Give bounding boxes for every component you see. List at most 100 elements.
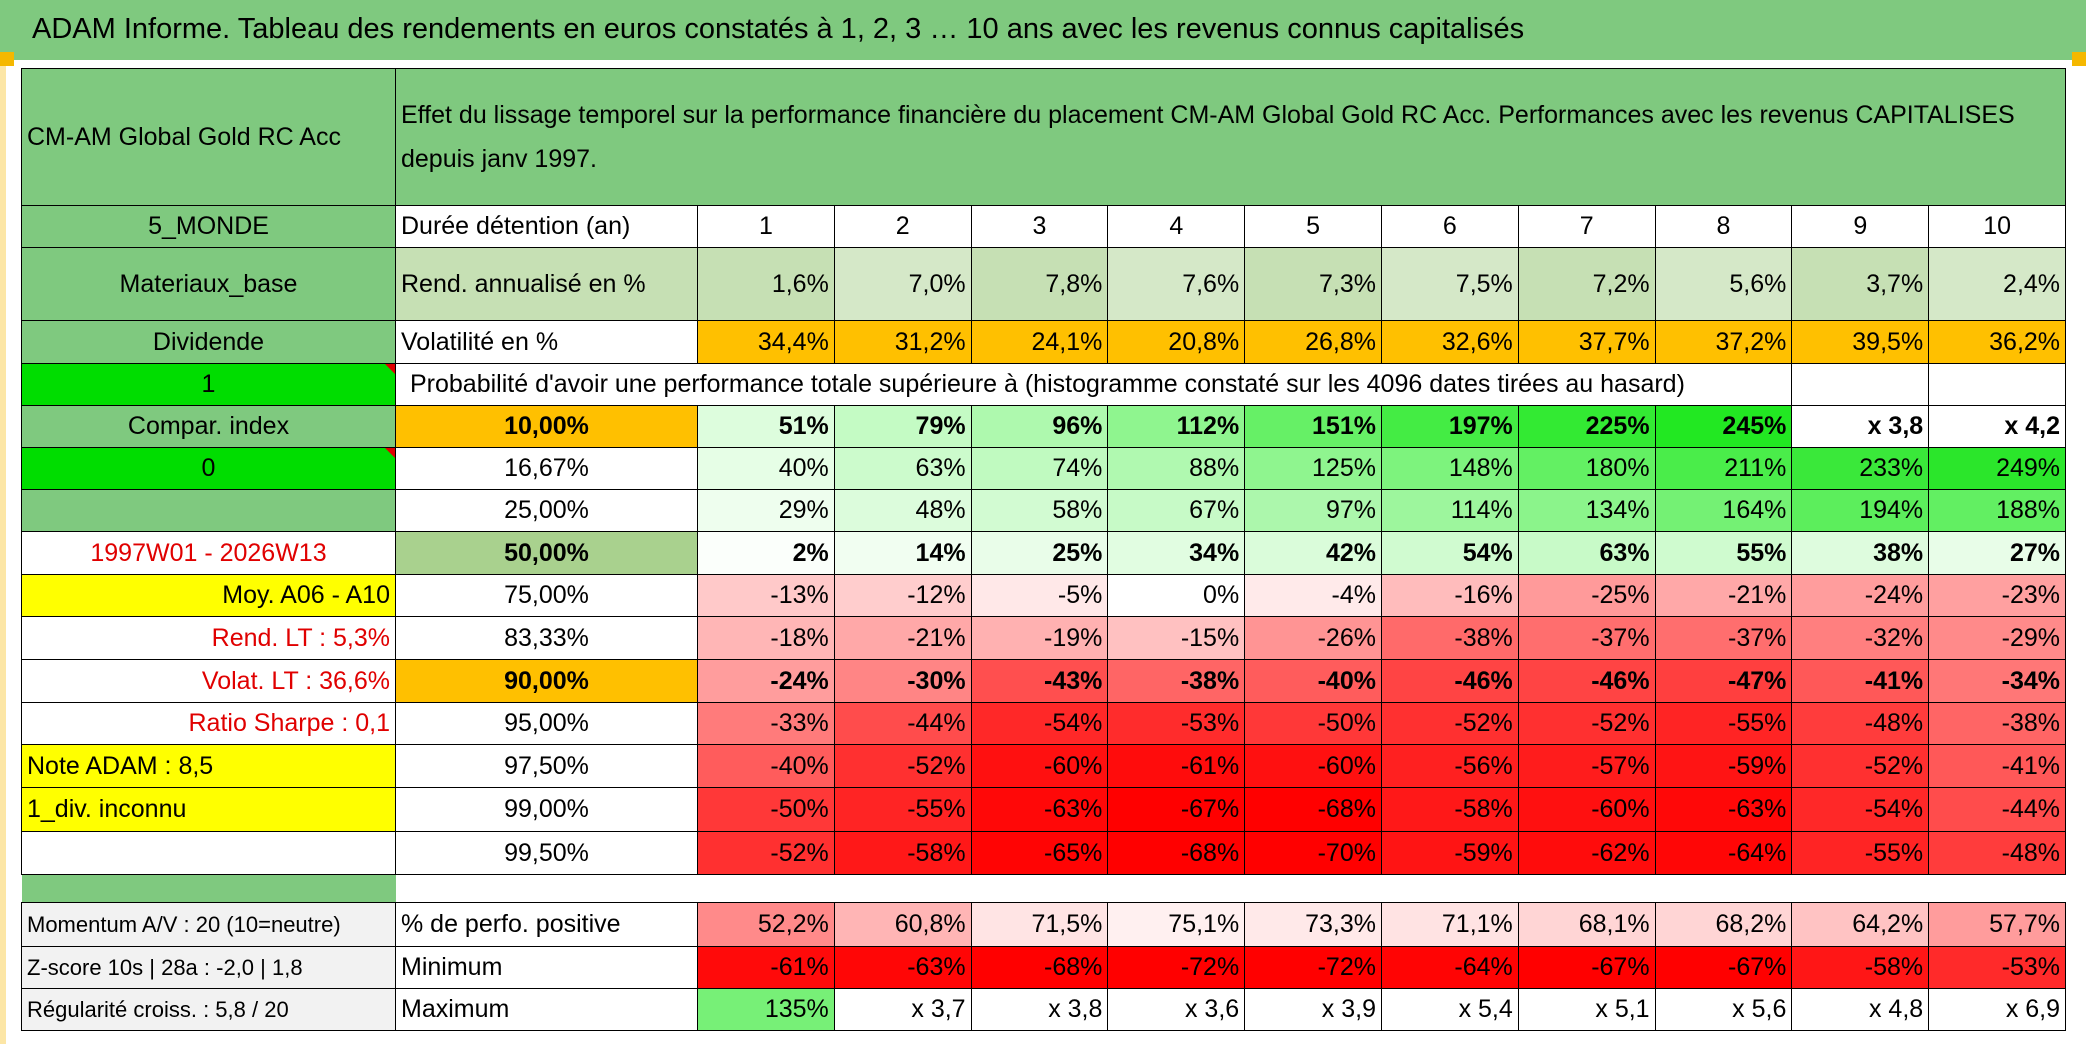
return-value: 2,4% [1928, 247, 2067, 321]
quantile-value: -55% [833, 787, 972, 832]
volatility-label: Volatilité en % [395, 320, 698, 364]
minimum-value: -67% [1654, 946, 1793, 989]
quantile-value: 96% [970, 405, 1109, 448]
return-row: Materiaux_base Rend. annualisé en % 1,6%… [21, 247, 2067, 321]
frame-corner-top-left [0, 52, 14, 66]
quantile-value: 97% [1244, 489, 1382, 532]
quantile-value: 14% [833, 531, 972, 575]
spacer-cell [1245, 875, 1382, 903]
quantile-value: -67% [1107, 787, 1246, 832]
spacer-cell [1792, 875, 1929, 903]
volatility-value: 31,2% [833, 320, 972, 364]
quantile-value: -29% [1928, 616, 2067, 660]
quantile-value: -26% [1244, 616, 1382, 660]
quantile-value: -38% [1928, 702, 2067, 745]
quantile-value: 134% [1517, 489, 1656, 532]
quantile-label: 25,00% [395, 489, 698, 532]
quantile-value: x 3,8 [1791, 405, 1930, 448]
quantile-label: 50,00% [395, 531, 698, 575]
quantile-value: 51% [697, 405, 835, 448]
maximum-value: x 5,4 [1380, 988, 1519, 1031]
quantile-label: 90,00% [395, 659, 698, 703]
spacer-cell [698, 875, 835, 903]
maximum-value: x 5,1 [1517, 988, 1656, 1031]
volatility-value: 37,2% [1654, 320, 1793, 364]
long-term-volatility: Volat. LT : 36,6% [21, 659, 396, 703]
quantile-value: -63% [970, 787, 1109, 832]
quantile-value: -4% [1244, 574, 1382, 617]
quantile-value: -5% [970, 574, 1109, 617]
minimum-value: -63% [833, 946, 972, 989]
quantile-value: 164% [1654, 489, 1793, 532]
quantile-value: -70% [1244, 831, 1382, 875]
quantile-row: 99,50% -52% -58% -65% -68% -70% -59% -62% -64% -5… [21, 831, 2067, 875]
fund-name: CM-AM Global Gold RC Acc [21, 68, 396, 206]
minimum-value: -64% [1380, 946, 1519, 989]
return-value: 3,7% [1791, 247, 1930, 321]
quantile-value: -24% [697, 659, 835, 703]
quantile-value: -41% [1791, 659, 1930, 703]
maximum-label: Maximum [395, 988, 698, 1031]
quantile-row: 1_div. inconnu 99,00% -50% -55% -63% -67% -68%… [21, 787, 2067, 832]
positive-rate-value: 57,7% [1928, 902, 2067, 947]
quantile-label: 99,00% [395, 787, 698, 832]
maximum-value: x 5,6 [1654, 988, 1793, 1031]
table-description: Effet du lissage temporel sur la perform… [394, 68, 2067, 206]
quantile-value: -52% [697, 831, 835, 875]
positive-rate-value: 52,2% [697, 902, 835, 947]
maximum-value: x 6,9 [1928, 988, 2067, 1031]
quantile-value: 194% [1791, 489, 1930, 532]
maximum-side-info: Régularité croiss. : 5,8 / 20 [21, 988, 396, 1031]
quantile-value: -30% [833, 659, 972, 703]
year-header: 2 [833, 205, 972, 248]
quantile-value: -59% [1654, 744, 1793, 788]
volatility-value: 24,1% [970, 320, 1109, 364]
compare-index-label: Compar. index [21, 405, 396, 448]
maximum-row: Régularité croiss. : 5,8 / 20 Maximum 135%… [21, 988, 2067, 1031]
minimum-value: -68% [970, 946, 1109, 989]
positive-rate-value: 71,5% [970, 902, 1109, 947]
quantile-value: 2% [697, 531, 835, 575]
year-header: 3 [970, 205, 1109, 248]
flag-indicator-2: 0 [21, 447, 396, 490]
quantile-value: 27% [1928, 531, 2067, 575]
quantile-value: -60% [970, 744, 1109, 788]
adam-score: Note ADAM : 8,5 [21, 744, 396, 788]
quantile-value: -52% [833, 744, 972, 788]
quantile-value: -54% [970, 702, 1109, 745]
quantile-value: -52% [1791, 744, 1930, 788]
quantile-value: -12% [833, 574, 972, 617]
quantile-row: 25,00% 29% 48% 58% 67% 97% 114% 134% 164% 194% 188… [21, 489, 2067, 532]
quantile-value: -37% [1654, 616, 1793, 660]
quantile-value: -55% [1654, 702, 1793, 745]
spacer-green-cell [21, 874, 396, 903]
duration-label: Durée détention (an) [395, 205, 698, 248]
quantile-value: -54% [1791, 787, 1930, 832]
quantile-row: Moy. A06 - A10 75,00% -13% -12% -5% 0% -4% -16%… [21, 574, 2067, 617]
maximum-value: x 3,6 [1107, 988, 1246, 1031]
quantile-value: 34% [1107, 531, 1246, 575]
quantile-value: 38% [1791, 531, 1930, 575]
quantile-label: 99,50% [395, 831, 698, 875]
quantile-value: -52% [1517, 702, 1656, 745]
quantile-row: Ratio Sharpe : 0,1 95,00% -33% -44% -54% -53%… [21, 702, 2067, 745]
positive-rate-value: 60,8% [833, 902, 972, 947]
quantile-value: 63% [1517, 531, 1656, 575]
return-value: 7,2% [1517, 247, 1656, 321]
quantile-row: Rend. LT : 5,3% 83,33% -18% -21% -19% -15% -26… [21, 616, 2067, 660]
spacer-cell [1108, 875, 1245, 903]
quantile-value: -19% [970, 616, 1109, 660]
probability-header-row: 1 Probabilité d'avoir une performance to… [21, 363, 2067, 406]
quantile-value: -38% [1380, 616, 1519, 660]
volatility-value: 34,4% [697, 320, 835, 364]
return-label: Rend. annualisé en % [395, 247, 698, 321]
quantile-row: 0 16,67% 40% 63% 74% 88% 125% 148% 180% 211% 233% 2… [21, 447, 2067, 490]
quantile-label: 75,00% [395, 574, 698, 617]
quantile-value: -52% [1380, 702, 1519, 745]
year-header: 7 [1517, 205, 1656, 248]
quantile-value: -50% [697, 787, 835, 832]
quantile-value: -15% [1107, 616, 1246, 660]
quantile-value: -63% [1654, 787, 1793, 832]
quantile-value: -60% [1517, 787, 1656, 832]
maximum-value: x 3,7 [833, 988, 972, 1031]
